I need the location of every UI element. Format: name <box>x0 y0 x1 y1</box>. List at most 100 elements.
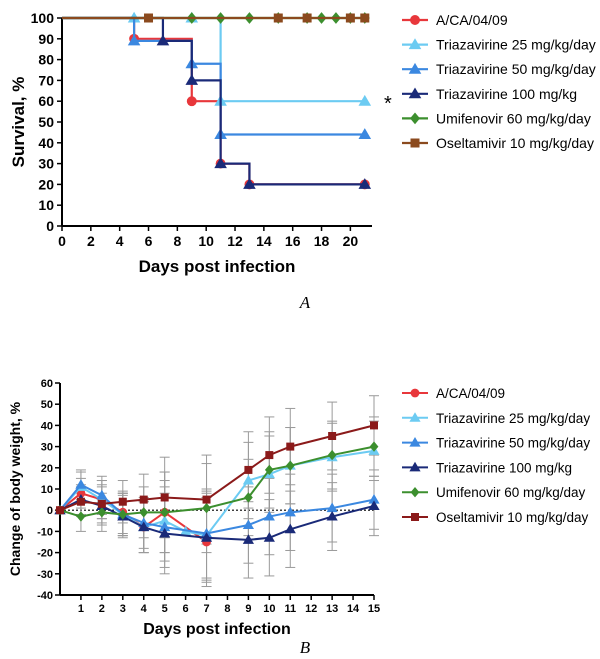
x-axis-title: Days post infection <box>139 257 296 276</box>
y-tick-label: -40 <box>37 590 53 602</box>
series-2 <box>62 16 372 139</box>
legend-marker <box>410 138 420 148</box>
x-tick-label: 12 <box>227 233 243 249</box>
x-tick-label: 11 <box>284 603 296 615</box>
survival-chart: 0 10 20 30 40 50 60 70 80 90 100 0 2 4 6 8 10 12 14 16 18 20 D… <box>9 10 596 312</box>
legend-entry: Triazavirine 100 mg/kg <box>402 86 577 102</box>
data-point <box>56 506 64 515</box>
y-tick-label: 100 <box>31 10 55 26</box>
series-5 <box>62 13 370 23</box>
x-tick-label: 3 <box>120 603 126 615</box>
data-point <box>358 128 372 139</box>
data-point <box>159 527 171 538</box>
data-point <box>76 488 86 498</box>
legend-label: Triazavirine 100 mg/kg <box>436 460 572 475</box>
data-point <box>360 13 370 23</box>
data-point <box>358 178 372 189</box>
data-point <box>302 13 312 23</box>
x-axis-title: Days post infection <box>143 621 291 638</box>
series-1 <box>62 11 372 106</box>
data-point <box>369 441 379 452</box>
y-tick-label: 30 <box>38 156 54 172</box>
data-point <box>76 511 86 522</box>
series-5 <box>56 421 378 515</box>
data-point <box>370 421 378 430</box>
data-point <box>156 34 170 46</box>
legend-label: A/CA/04/09 <box>436 12 508 28</box>
data-point <box>264 464 274 476</box>
data-point <box>358 94 372 106</box>
data-point <box>244 492 253 503</box>
x-tick-label: 6 <box>183 603 189 615</box>
panel-label-a: A <box>299 293 311 312</box>
y-tick-label: 60 <box>38 93 54 109</box>
y-tick-label: 0 <box>46 218 54 234</box>
legend-label: Umifenovir 60 mg/kg/day <box>436 485 586 500</box>
data-point <box>97 507 107 518</box>
y-tick-label: -20 <box>37 548 53 560</box>
data-point <box>368 494 380 504</box>
data-point <box>144 13 154 23</box>
y-tick-label: 50 <box>38 114 54 130</box>
data-point <box>263 532 275 542</box>
data-point <box>285 460 295 471</box>
y-tick-label: 80 <box>38 52 54 68</box>
x-tick-label: 20 <box>343 233 359 249</box>
data-point <box>96 489 108 500</box>
x-tick-label: 14 <box>347 603 360 615</box>
data-point <box>284 506 296 517</box>
data-point <box>139 507 149 518</box>
x-tick-label: 12 <box>305 603 317 615</box>
data-point <box>326 502 338 513</box>
x-tick-label: 4 <box>116 233 124 249</box>
series-line <box>62 16 365 136</box>
legend-label: Oseltamivir 10 mg/kg/day <box>436 135 594 151</box>
legend-entry: Triazavirine 50 mg/kg/day <box>402 61 596 77</box>
y-tick-label: 90 <box>38 31 54 47</box>
legend-label: Triazavirine 25 mg/kg/day <box>436 37 596 53</box>
y-axis-title: Survival, % <box>9 77 28 168</box>
legend-marker <box>411 513 419 521</box>
y-tick-label: 60 <box>41 378 53 390</box>
y-tick-label: 30 <box>41 442 53 454</box>
data-point <box>118 497 127 506</box>
x-tick-label: 16 <box>285 233 301 249</box>
data-point <box>242 474 254 485</box>
data-point <box>118 509 128 520</box>
data-point <box>243 178 256 189</box>
legend-entry: Triazavirine 50 mg/kg/day <box>402 436 590 451</box>
legend-label: A/CA/04/09 <box>436 386 505 401</box>
y-axis-title: Change of body weight, % <box>7 401 23 576</box>
y-tick-label: 20 <box>41 463 53 475</box>
series-line <box>62 16 365 186</box>
significance-mark: * <box>384 93 392 115</box>
data-point <box>200 532 213 542</box>
data-point <box>345 13 355 23</box>
data-point <box>286 442 295 451</box>
x-tick-label: 6 <box>145 233 153 249</box>
data-point <box>159 521 171 532</box>
x-tick-label: 10 <box>263 603 275 615</box>
legend-entry: A/CA/04/09 <box>402 386 505 401</box>
x-tick-label: 4 <box>141 603 148 615</box>
data-point <box>273 13 283 23</box>
legend-label: Triazavirine 100 mg/kg <box>436 86 577 102</box>
x-tick-label: 5 <box>162 603 168 615</box>
data-point <box>244 465 253 474</box>
legend-entry: Umifenovir 60 mg/kg/day <box>402 485 586 500</box>
legend-marker <box>408 87 422 99</box>
data-point <box>202 502 211 514</box>
x-tick-label: 7 <box>203 603 209 615</box>
x-tick-label: 0 <box>58 233 66 249</box>
y-tick-label: 70 <box>38 72 54 88</box>
panel-label-b: B <box>300 638 311 657</box>
data-point <box>326 510 338 521</box>
series-4 <box>55 441 379 522</box>
legend-entry: Umifenovir 60 mg/kg/day <box>402 110 591 126</box>
data-point <box>159 515 171 525</box>
data-point <box>284 523 296 534</box>
y-tick-label: -10 <box>37 526 53 538</box>
legend-marker <box>408 62 422 74</box>
data-point <box>242 534 254 544</box>
